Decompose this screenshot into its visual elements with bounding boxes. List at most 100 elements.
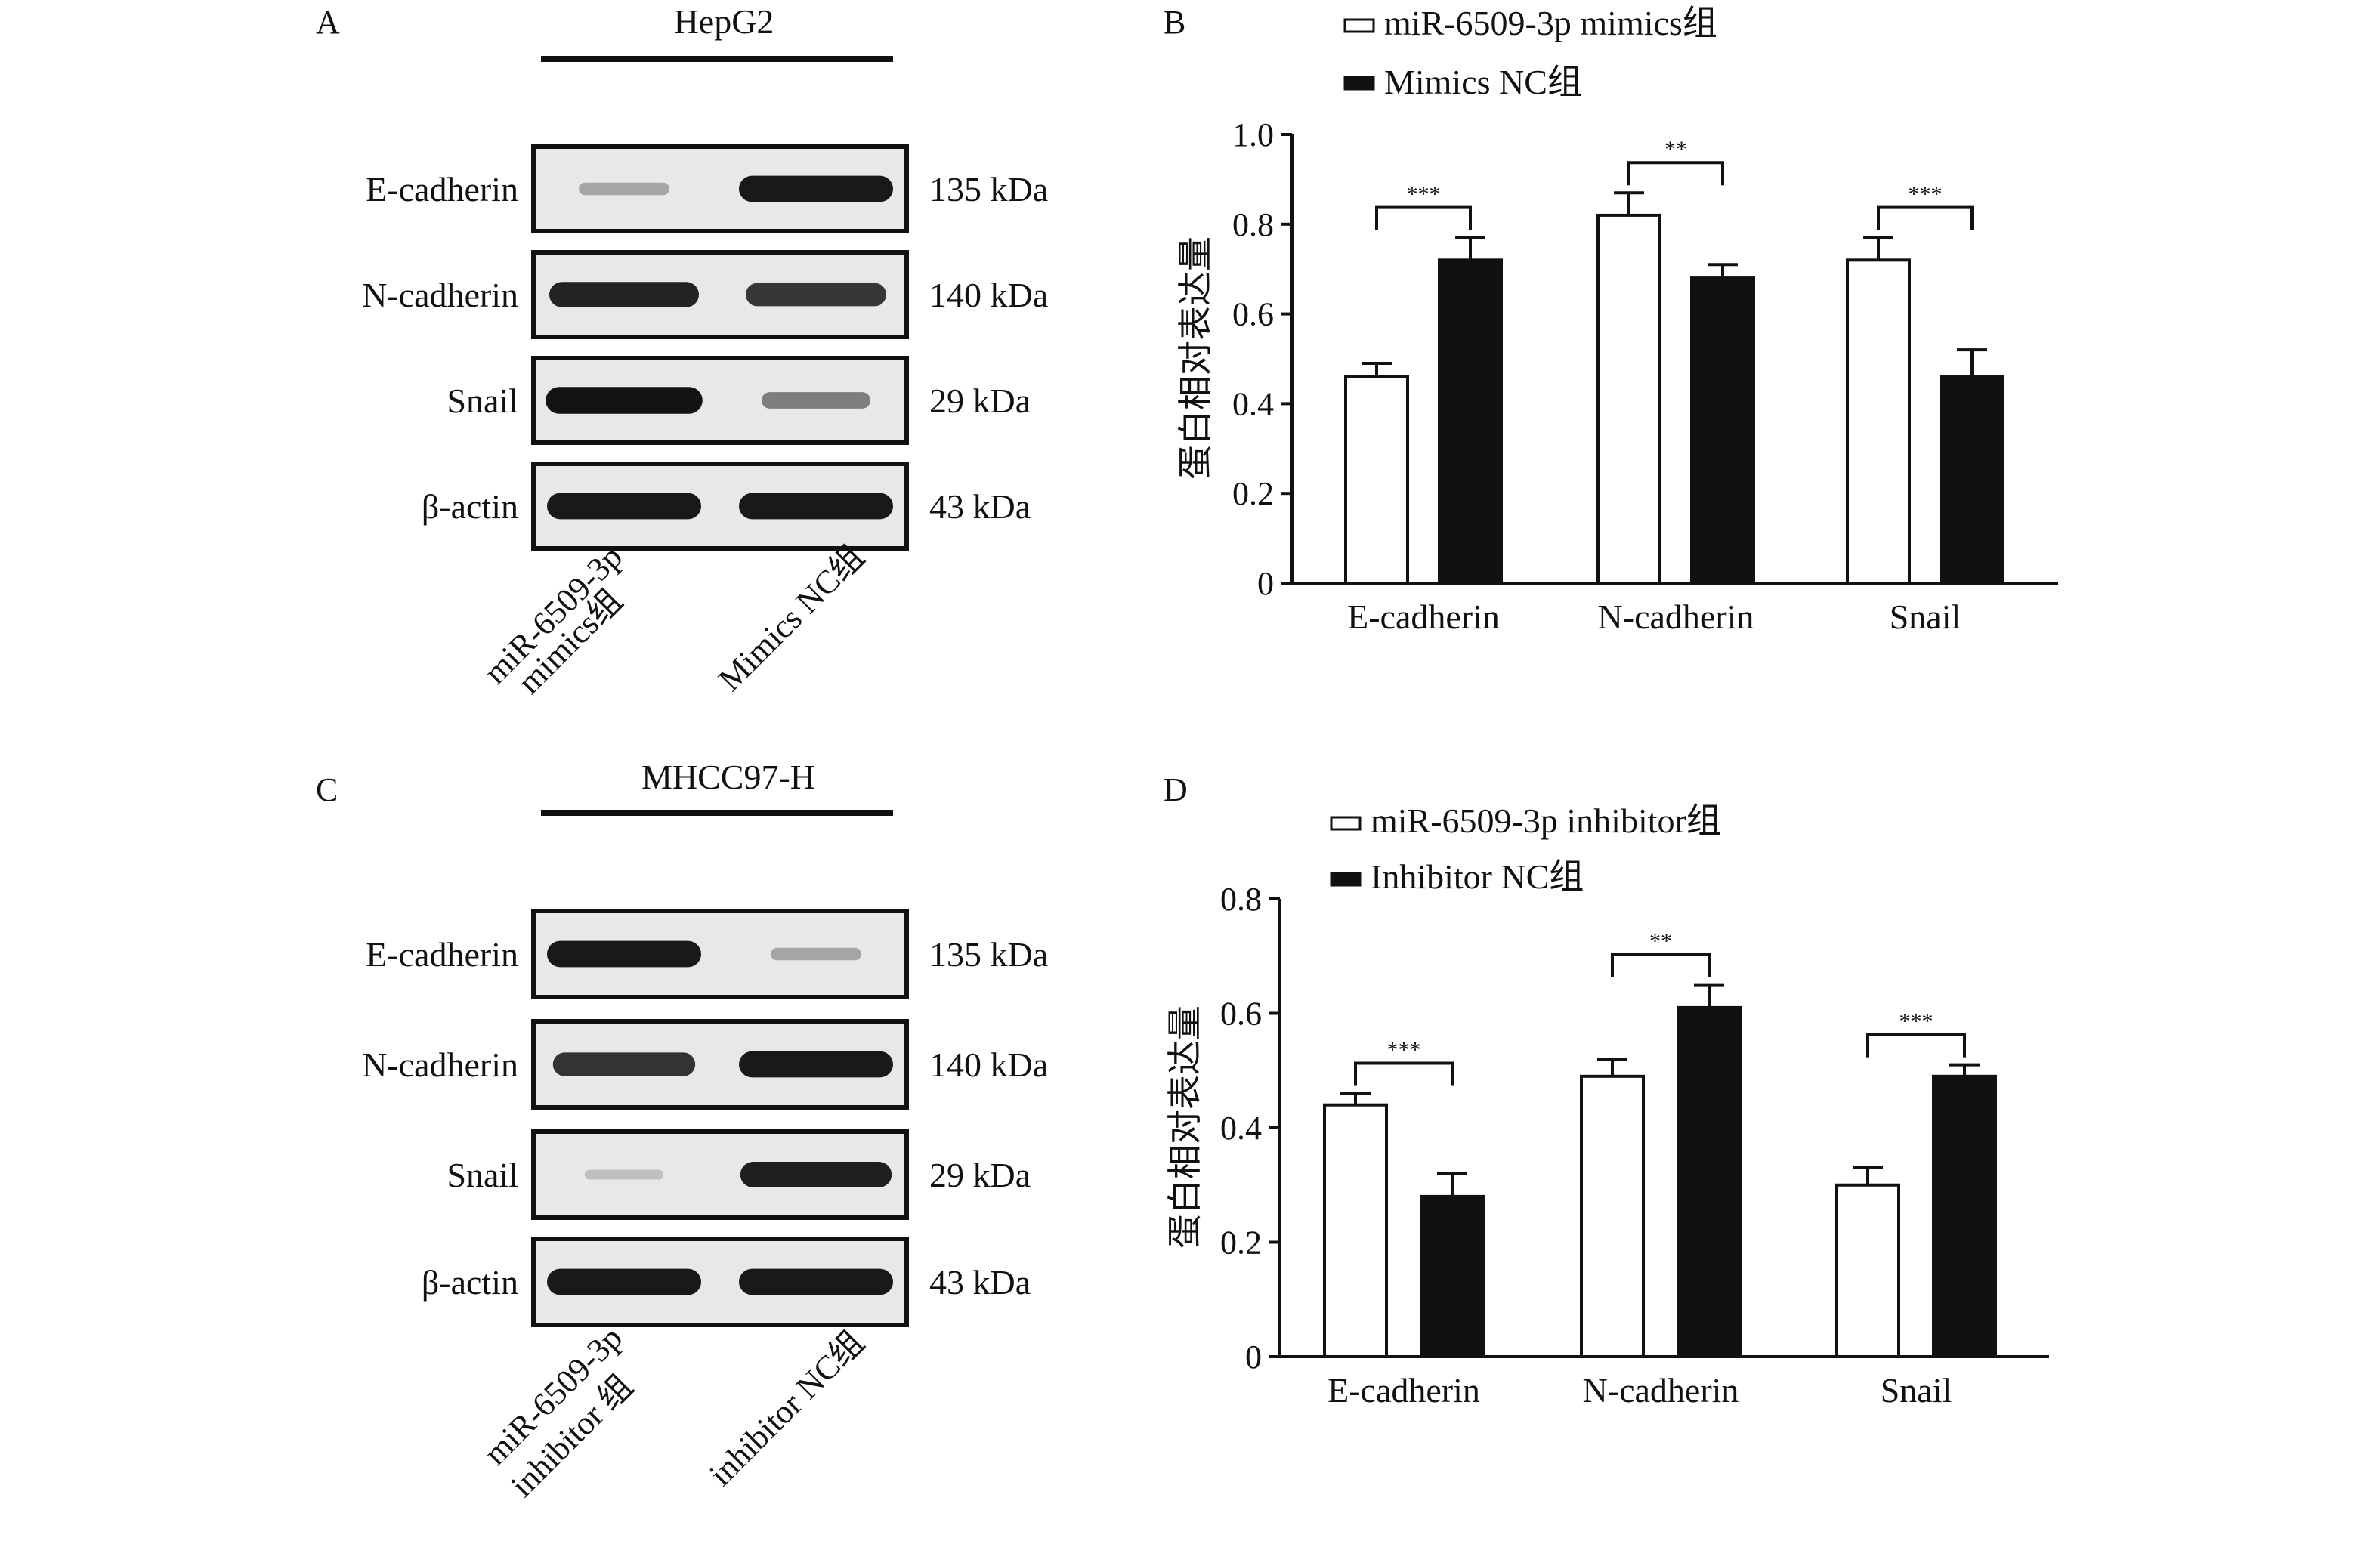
protein-label: E-cadherin <box>366 170 518 208</box>
blot-band <box>740 1162 892 1187</box>
molecular-weight-label: 43 kDa <box>929 487 1031 526</box>
blot-band <box>579 182 669 196</box>
significance-bracket <box>1354 1061 1454 1086</box>
bar-snail-series-1 <box>1835 1183 1900 1358</box>
chart-legend: miR-6509-3p mimics组 Mimics NC组 <box>1343 4 1717 101</box>
y-tick-label: 0.6 <box>1220 996 1262 1033</box>
y-tick-label: 0 <box>1245 1339 1262 1376</box>
protein-label: E-cadherin <box>366 935 518 974</box>
panel-b-letter: B <box>1164 4 1185 41</box>
blot-band <box>746 283 886 307</box>
legend-label-series-1: miR-6509-3p inhibitor组 <box>1371 801 1721 840</box>
blot-row: β-actin 43 kDa <box>422 462 1031 551</box>
y-tick-label: 0.2 <box>1220 1224 1262 1261</box>
legend-swatch-white <box>1343 18 1375 33</box>
bar-ecadherin-series-2 <box>1438 258 1503 585</box>
y-tick-label: 0.2 <box>1232 475 1274 512</box>
y-tick-label: 0.4 <box>1232 385 1274 422</box>
y-tick-label: 0 <box>1257 565 1274 602</box>
molecular-weight-label: 29 kDa <box>929 1156 1031 1194</box>
significance-bracket <box>1375 205 1472 230</box>
molecular-weight-label: 29 kDa <box>929 381 1031 420</box>
y-tick-label: 0.8 <box>1220 881 1262 918</box>
y-tick-label: 0.8 <box>1232 206 1274 243</box>
bar-ecadherin-series-1 <box>1323 1103 1388 1358</box>
x-category-label: Snail <box>1890 598 1961 636</box>
significance-bracket <box>1611 953 1711 977</box>
significance-label: *** <box>1909 182 1943 207</box>
legend-label-series-2: Mimics NC组 <box>1384 63 1582 101</box>
bar-chart-d: D miR-6509-3p inhibitor组 Inhibitor NC组 蛋… <box>1164 771 2049 1410</box>
blot-band <box>739 493 893 520</box>
protein-label: N-cadherin <box>362 1045 518 1084</box>
protein-label: Snail <box>447 1156 518 1194</box>
x-category-label: N-cadherin <box>1598 598 1754 636</box>
significance-bracket <box>1877 205 1974 230</box>
blot-band <box>547 940 701 968</box>
bar-chart-b: B miR-6509-3p mimics组 Mimics NC组 蛋白相对表达量… <box>1164 4 2058 636</box>
significance-label: ** <box>1649 929 1672 954</box>
bar-ncadherin-series-1 <box>1580 1074 1645 1358</box>
blot-band <box>547 1268 701 1295</box>
x-category-label: E-cadherin <box>1328 1371 1480 1410</box>
blot-band <box>739 175 893 202</box>
cell-line-hepg2-label: HepG2 <box>674 2 774 41</box>
significance-label: ** <box>1664 137 1687 162</box>
bar-snail-series-2 <box>1940 375 2004 585</box>
blot-row: Snail 29 kDa <box>447 356 1031 445</box>
molecular-weight-label: 140 kDa <box>929 276 1048 314</box>
protein-label: Snail <box>447 381 518 420</box>
blot-row: β-actin 43 kDa <box>422 1237 1031 1327</box>
bar-ecadherin-series-1 <box>1344 375 1409 585</box>
panel-d-letter: D <box>1164 771 1188 808</box>
protein-label: β-actin <box>422 1263 518 1302</box>
bar-ncadherin-series-1 <box>1596 213 1661 585</box>
bar-snail-series-1 <box>1846 258 1911 585</box>
blot-row: Snail 29 kDa <box>447 1129 1031 1220</box>
legend-swatch-black <box>1343 76 1375 91</box>
protein-label: β-actin <box>422 487 518 526</box>
blot-row: N-cadherin 140 kDa <box>362 1019 1048 1110</box>
blot-row: N-cadherin 140 kDa <box>362 250 1048 339</box>
blot-band <box>546 387 703 414</box>
protein-label: N-cadherin <box>362 276 518 314</box>
bar-ecadherin-series-2 <box>1420 1194 1485 1359</box>
y-tick-label: 0.6 <box>1232 296 1274 333</box>
y-tick-label: 1.0 <box>1232 116 1274 153</box>
significance-bracket <box>1866 1033 1966 1058</box>
molecular-weight-label: 135 kDa <box>929 935 1048 974</box>
x-category-label: Snail <box>1881 1371 1952 1410</box>
legend-label-series-2: Inhibitor NC组 <box>1371 857 1584 896</box>
significance-label: *** <box>1407 182 1441 207</box>
y-tick-label: 0.4 <box>1220 1110 1262 1147</box>
blot-row: E-cadherin 135 kDa <box>366 909 1048 999</box>
significance-label: *** <box>1899 1009 1933 1034</box>
chart-legend: miR-6509-3p inhibitor组 Inhibitor NC组 <box>1330 801 1721 896</box>
legend-swatch-black <box>1330 872 1362 887</box>
blot-band <box>762 392 870 409</box>
x-category-label: E-cadherin <box>1347 598 1500 636</box>
molecular-weight-label: 135 kDa <box>929 170 1048 208</box>
y-axis-label: 蛋白相对表达量 <box>1166 1005 1204 1249</box>
blot-band <box>549 282 699 307</box>
blot-band <box>771 947 861 961</box>
x-category-label: N-cadherin <box>1583 1371 1739 1410</box>
molecular-weight-label: 43 kDa <box>929 1263 1031 1302</box>
bar-ncadherin-series-2 <box>1677 1005 1742 1359</box>
blot-band <box>552 1052 696 1076</box>
significance-label: *** <box>1387 1038 1421 1063</box>
panel-c-letter: C <box>316 771 338 808</box>
blot-band <box>739 1268 893 1295</box>
panel-a-letter: A <box>316 4 340 41</box>
blot-band <box>584 1169 664 1180</box>
cell-line-mhcc97h-label: MHCC97-H <box>641 758 815 796</box>
blot-band <box>739 1051 893 1078</box>
significance-bracket <box>1627 161 1724 186</box>
legend-swatch-white <box>1330 816 1362 831</box>
bar-snail-series-2 <box>1932 1074 1997 1358</box>
legend-label-series-1: miR-6509-3p mimics组 <box>1384 4 1717 42</box>
y-axis-label: 蛋白相对表达量 <box>1176 236 1215 480</box>
blot-band <box>547 493 701 520</box>
